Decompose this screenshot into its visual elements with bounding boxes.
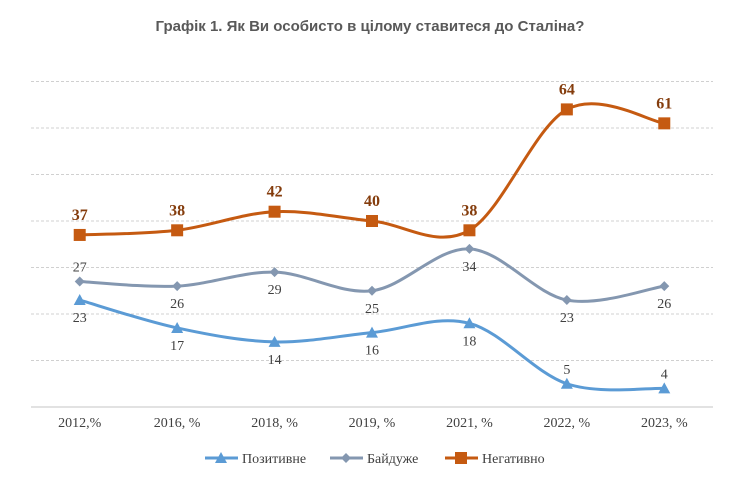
legend-label: Байдуже <box>367 452 418 467</box>
data-label: 37 <box>72 207 88 224</box>
data-point <box>366 215 378 227</box>
data-label: 16 <box>365 344 379 359</box>
data-point <box>463 224 476 237</box>
data-label: 17 <box>170 339 184 354</box>
legend-label: Негативно <box>482 452 545 467</box>
data-label: 4 <box>661 367 668 382</box>
x-tick-label: 2018, % <box>251 416 298 431</box>
data-label: 25 <box>365 302 379 317</box>
data-point <box>560 377 573 389</box>
data-label: 40 <box>364 193 380 210</box>
chart-title: Графік 1. Як Ви особисто в цілому ставит… <box>155 18 585 35</box>
data-label: 38 <box>461 202 477 219</box>
legend-marker <box>341 453 351 463</box>
data-label: 29 <box>268 283 282 298</box>
data-point <box>73 294 86 306</box>
data-point <box>73 228 86 241</box>
data-label: 61 <box>656 95 672 112</box>
data-label: 34 <box>462 260 476 275</box>
data-label: 5 <box>563 363 570 378</box>
data-point <box>268 205 281 218</box>
data-label: 42 <box>267 184 283 201</box>
data-point <box>659 281 670 292</box>
data-point <box>366 326 378 338</box>
data-label: 26 <box>170 297 184 312</box>
data-point <box>269 267 280 278</box>
legend-label: Позитивне <box>242 452 306 467</box>
data-point <box>561 295 572 306</box>
data-point <box>172 281 183 292</box>
data-point <box>658 117 671 130</box>
data-point <box>171 321 184 333</box>
data-point <box>74 276 85 287</box>
data-label: 23 <box>73 311 87 326</box>
data-point <box>658 382 671 394</box>
data-label: 23 <box>560 311 574 326</box>
data-point <box>268 335 281 347</box>
data-label: 64 <box>559 81 575 98</box>
data-label: 18 <box>462 334 476 349</box>
x-tick-label: 2016, % <box>154 416 201 431</box>
data-point <box>560 103 573 116</box>
x-tick-label: 2019, % <box>349 416 396 431</box>
x-tick-label: 2021, % <box>446 416 493 431</box>
data-point <box>367 285 377 296</box>
data-point <box>463 317 476 329</box>
x-tick-label: 2023, % <box>641 416 688 431</box>
data-point <box>171 224 184 237</box>
data-label: 27 <box>73 260 87 275</box>
x-tick-label: 2012,% <box>58 416 102 431</box>
x-tick-label: 2022, % <box>544 416 591 431</box>
data-point <box>464 243 475 254</box>
data-label: 26 <box>657 297 671 312</box>
data-label: 38 <box>169 202 185 219</box>
legend-marker <box>455 452 467 464</box>
data-label: 14 <box>268 353 282 368</box>
legend-marker <box>215 452 227 463</box>
